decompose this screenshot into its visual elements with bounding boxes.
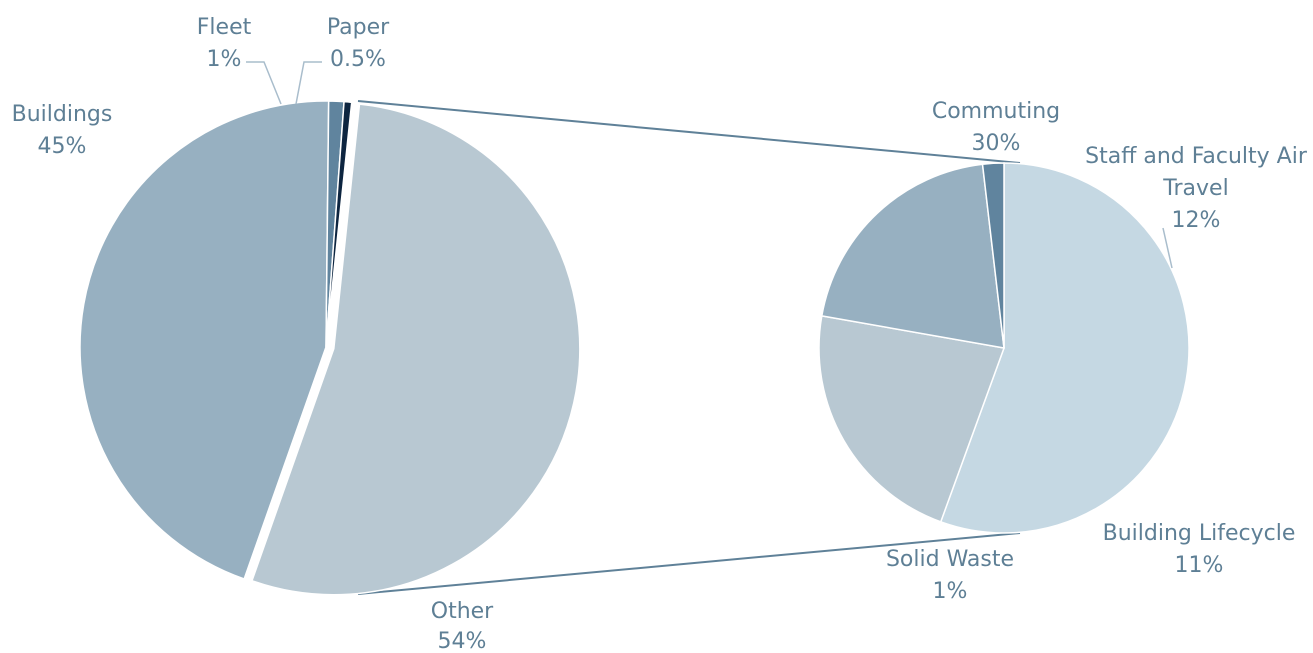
label-commuting-value: 30% [972,131,1021,156]
label-other-name: Other [431,599,494,624]
label-solid-waste: Solid Waste 1% [886,547,1014,604]
main-slice-buildings [79,100,330,580]
label-building-lifecycle: Building Lifecycle 11% [1103,521,1296,578]
label-commuting-name: Commuting [932,99,1060,124]
label-air-travel-name-line1: Staff and Faculty Air [1085,144,1308,169]
main-slice-other [251,103,581,596]
label-air-travel-name-line2: Travel [1162,176,1228,201]
connector-top [357,100,1021,164]
breakdown-slice-building-lifecycle [820,163,1005,349]
breakdown-pie [818,162,1190,534]
label-fleet: Fleet 1% [197,15,252,72]
breakdown-connector-lines [357,100,1021,595]
leader-lines [246,61,1173,269]
label-fleet-name: Fleet [197,15,252,40]
label-buildings-value: 45% [38,134,87,159]
label-buildings: Buildings 45% [12,102,113,159]
breakdown-slice-solid-waste [981,162,1005,349]
label-solid-waste-value: 1% [933,579,968,604]
leader-paper [295,61,322,105]
label-paper: Paper 0.5% [327,15,390,72]
leader-fleet [246,61,282,105]
label-solid-waste-name: Solid Waste [886,547,1014,572]
label-paper-value: 0.5% [330,47,386,72]
connector-bottom [357,532,1021,595]
label-other-value: 54% [438,629,487,653]
label-commuting: Commuting 30% [932,99,1060,156]
label-buildings-name: Buildings [12,102,113,127]
label-other: Other 54% [431,599,494,653]
breakdown-slice-staff-and-faculty-air-travel [818,315,1006,523]
label-air-travel: Staff and Faculty Air Travel 12% [1085,144,1308,233]
label-building-lifecycle-name: Building Lifecycle [1103,521,1296,546]
main-pie [79,100,581,596]
label-air-travel-value: 12% [1172,208,1221,233]
label-fleet-value: 1% [207,47,242,72]
main-slice-paper [325,100,353,348]
label-building-lifecycle-value: 11% [1175,553,1224,578]
label-paper-name: Paper [327,15,390,40]
leader-air-travel [1162,227,1173,269]
breakdown-slice-commuting [939,162,1190,534]
